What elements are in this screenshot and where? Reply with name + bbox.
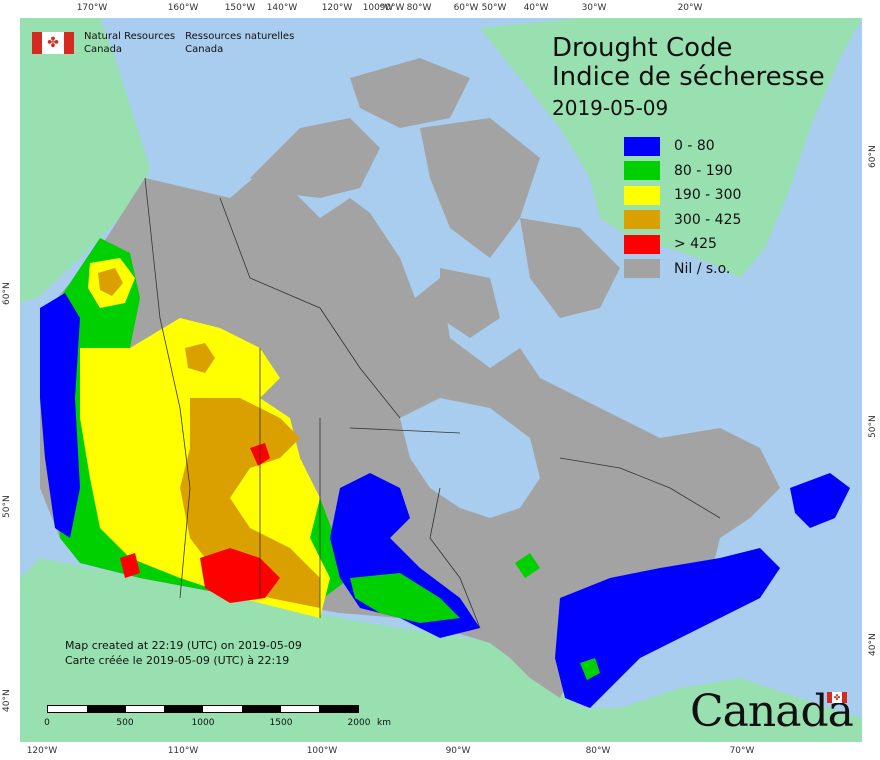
title-fr: Indice de sécheresse	[552, 62, 825, 92]
tick-top: 150°W	[224, 3, 256, 13]
agency-name-en: Natural Resources Canada	[84, 30, 175, 56]
scale-label: 1500	[269, 718, 293, 728]
legend-swatch	[624, 185, 660, 205]
hudson-bay	[400, 398, 540, 518]
legend-label: > 425	[674, 236, 717, 253]
tick-top: 100°W	[362, 3, 394, 13]
canada-flag-icon: ✤	[32, 32, 74, 54]
canada-wordmark: Canada	[690, 686, 854, 737]
zone-blue-coast	[40, 293, 80, 538]
legend-swatch	[624, 136, 660, 156]
legend-item: 0 - 80	[624, 134, 741, 159]
tick-left: 60°N	[2, 282, 12, 305]
zone-orange-north	[98, 268, 123, 296]
zone-green-spot	[515, 553, 540, 578]
legend-swatch	[624, 161, 660, 181]
zone-green-east	[580, 658, 600, 680]
tick-bottom: 100°W	[306, 746, 338, 756]
tick-top: 40°W	[523, 3, 549, 13]
map-date: 2019-05-09	[552, 96, 669, 120]
newfoundland	[790, 473, 850, 528]
credit-en: Map created at 22:19 (UTC) on 2019-05-09	[65, 639, 302, 652]
zone-blue-east	[555, 548, 780, 708]
legend-swatch	[624, 210, 660, 230]
legend-label: 190 - 300	[674, 187, 742, 204]
legend-label: 80 - 190	[674, 162, 733, 179]
tick-right: 40°N	[868, 633, 878, 656]
arctic-island	[520, 218, 620, 318]
agency-fr-line2: Canada	[185, 44, 224, 55]
tick-top: 30°W	[581, 3, 607, 13]
agency-en-line1: Natural Resources	[84, 31, 176, 42]
arctic-island	[420, 118, 540, 258]
credit-fr: Carte créée le 2019-05-09 (UTC) à 22:19	[65, 654, 290, 667]
tick-right: 50°N	[868, 415, 878, 438]
legend-item: Nil / s.o.	[624, 257, 741, 282]
scale-label: 500	[116, 718, 134, 728]
map-title: Drought Code Indice de sécheresse 2019-0…	[552, 34, 825, 122]
scale-bar	[47, 705, 359, 713]
borders	[144, 177, 721, 629]
zone-red	[120, 553, 140, 578]
legend-item: 190 - 300	[624, 183, 741, 208]
wordmark-flag-icon: ✤	[827, 692, 847, 703]
tick-bottom: 90°W	[445, 746, 471, 756]
tick-bottom: 110°W	[167, 746, 199, 756]
arctic-island	[440, 268, 500, 338]
legend-label: Nil / s.o.	[674, 260, 731, 277]
tick-bottom: 70°W	[729, 746, 755, 756]
tick-top: 60°W	[453, 3, 479, 13]
tick-top: 90°W	[379, 3, 405, 13]
zone-green-central	[350, 573, 460, 623]
arctic-island	[350, 58, 470, 128]
scale-label: 2000	[347, 718, 371, 728]
agency-name-fr: Ressources naturelles Canada	[185, 30, 294, 56]
legend-label: 300 - 425	[674, 211, 742, 228]
tick-top: 50°W	[481, 3, 507, 13]
tick-bottom: 80°W	[585, 746, 611, 756]
tick-bottom: 120°W	[26, 746, 58, 756]
tick-top: 140°W	[266, 3, 298, 13]
tick-top: 80°W	[406, 3, 432, 13]
zone-orange-lake	[185, 343, 215, 373]
legend: 0 - 80 80 - 190 190 - 300 300 - 425 > 42…	[624, 134, 741, 281]
agency-en-line2: Canada	[84, 44, 123, 55]
usa-land	[20, 558, 862, 742]
agency-fr-line1: Ressources naturelles	[185, 31, 295, 42]
tick-right: 60°N	[868, 145, 878, 168]
greenland-land	[480, 18, 862, 278]
arctic-island	[250, 118, 380, 198]
legend-item: 80 - 190	[624, 159, 741, 184]
scale-unit: km	[377, 718, 391, 728]
agency-signature: ✤ Natural Resources Canada Ressources na…	[32, 30, 294, 56]
tick-top: 160°W	[167, 3, 199, 13]
scale-label: 0	[44, 718, 50, 728]
tick-top: 20°W	[677, 3, 703, 13]
scale-label: 1000	[191, 718, 215, 728]
legend-item: 300 - 425	[624, 208, 741, 233]
alaska-land	[20, 18, 150, 303]
legend-swatch	[624, 259, 660, 279]
legend-label: 0 - 80	[674, 138, 715, 155]
map-credits: Map created at 22:19 (UTC) on 2019-05-09…	[65, 638, 302, 668]
map-canvas	[20, 18, 862, 742]
tick-top: 120°W	[321, 3, 353, 13]
title-en: Drought Code	[552, 33, 733, 63]
legend-swatch	[624, 234, 660, 254]
legend-item: > 425	[624, 232, 741, 257]
tick-top: 170°W	[76, 3, 108, 13]
tick-left: 40°N	[2, 689, 12, 712]
tick-left: 50°N	[2, 495, 12, 518]
drought-map	[20, 18, 862, 742]
